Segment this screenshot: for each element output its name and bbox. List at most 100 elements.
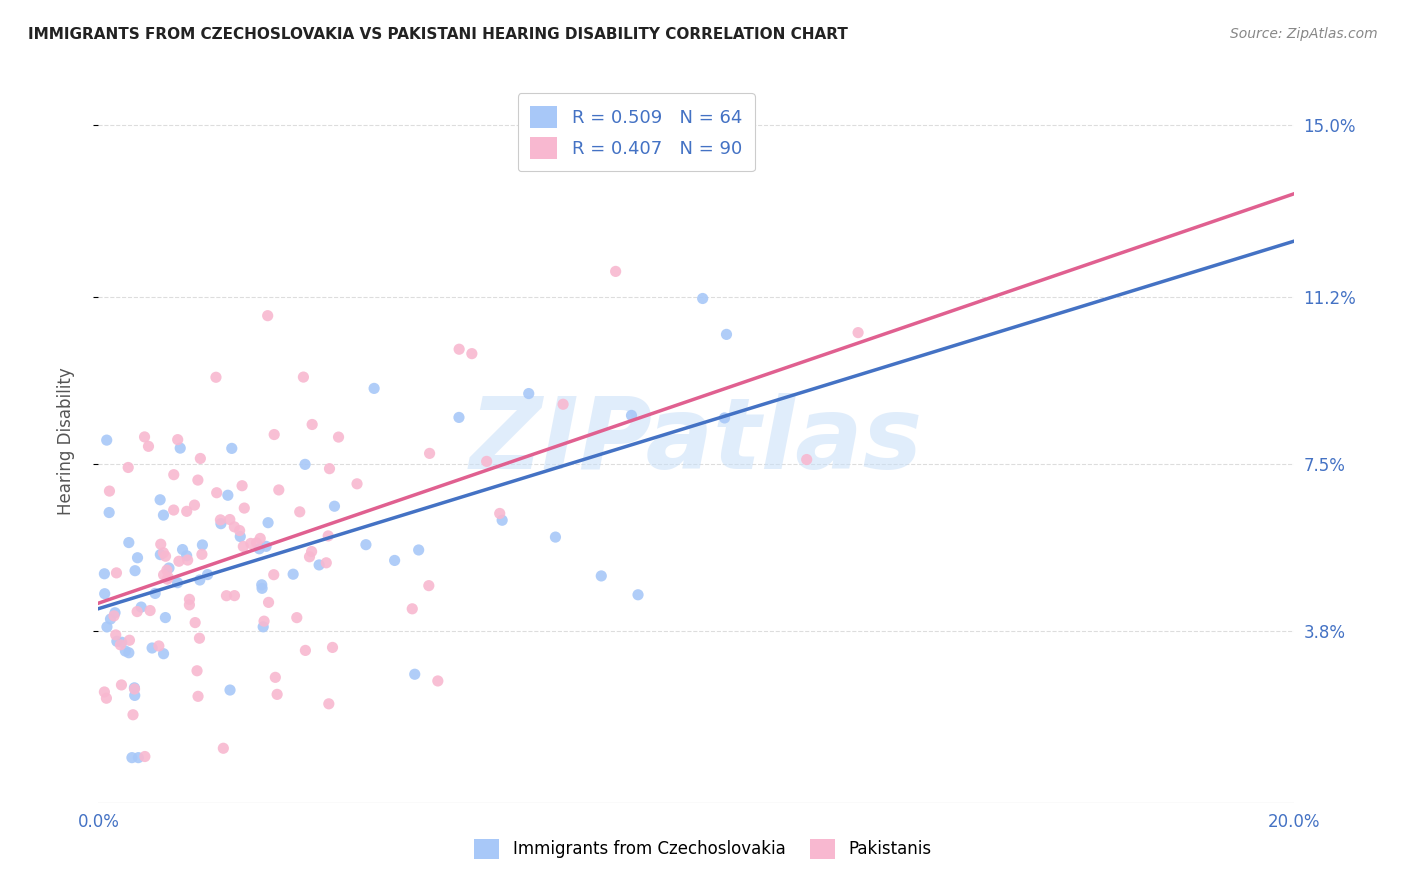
Point (156, 563, 179, 577)
Point (228, 524, 250, 538)
Point (209, 513, 232, 527)
Point (426, 673, 449, 688)
Point (250, 578, 273, 592)
Point (544, 530, 567, 544)
Point (264, 670, 287, 684)
Point (155, 610, 177, 624)
Point (191, 547, 214, 561)
Point (179, 592, 201, 607)
Point (475, 454, 498, 468)
Point (110, 678, 132, 692)
Point (233, 501, 256, 516)
Point (221, 442, 243, 456)
Point (301, 417, 323, 432)
Point (627, 588, 650, 602)
Point (163, 503, 186, 517)
Point (298, 549, 321, 564)
Point (294, 643, 316, 657)
Point (121, 750, 143, 764)
Point (292, 370, 315, 384)
Point (122, 707, 145, 722)
Point (105, 634, 128, 648)
Point (363, 381, 385, 395)
Point (149, 548, 172, 562)
Point (93, 587, 115, 601)
Point (301, 544, 323, 558)
Point (127, 550, 149, 565)
Point (315, 556, 337, 570)
Point (169, 441, 191, 455)
Point (285, 610, 308, 624)
Point (205, 485, 228, 500)
Point (229, 529, 252, 543)
Point (212, 741, 235, 756)
Point (323, 500, 346, 514)
Point (318, 461, 340, 475)
Point (152, 647, 174, 661)
Point (93, 685, 115, 699)
Point (152, 508, 174, 522)
Point (184, 615, 207, 630)
Point (152, 546, 174, 560)
Text: ZIPatlas: ZIPatlas (470, 393, 922, 490)
Point (179, 598, 201, 612)
Point (118, 535, 141, 549)
Point (156, 572, 179, 586)
Point (138, 439, 160, 453)
Point (176, 549, 198, 563)
Point (183, 498, 205, 512)
Point (254, 540, 277, 554)
Point (100, 612, 122, 626)
Point (166, 575, 188, 590)
Point (117, 460, 139, 475)
Point (104, 628, 127, 642)
Point (188, 632, 211, 646)
Point (186, 664, 208, 678)
Point (224, 589, 246, 603)
Point (148, 639, 170, 653)
Point (197, 567, 219, 582)
Point (846, 326, 869, 340)
Point (328, 430, 350, 444)
Point (188, 573, 211, 587)
Point (257, 595, 280, 609)
Point (247, 541, 270, 556)
Point (263, 567, 285, 582)
Point (288, 505, 311, 519)
Point (157, 561, 180, 575)
Point (316, 529, 339, 543)
Point (141, 640, 163, 655)
Point (239, 536, 262, 550)
Point (263, 427, 285, 442)
Point (134, 430, 156, 444)
Point (93, 566, 115, 581)
Point (447, 410, 470, 425)
Point (605, 264, 627, 278)
Point (139, 603, 162, 617)
Point (384, 553, 406, 567)
Point (249, 532, 271, 546)
Point (105, 566, 128, 580)
Point (232, 540, 254, 554)
Point (118, 633, 141, 648)
Point (716, 327, 738, 342)
Point (187, 690, 209, 704)
Point (449, 343, 471, 357)
Point (134, 749, 156, 764)
Point (252, 620, 274, 634)
Point (124, 564, 146, 578)
Point (98, 484, 121, 499)
Point (124, 689, 146, 703)
Point (149, 492, 172, 507)
Point (408, 543, 430, 558)
Point (488, 507, 510, 521)
Point (191, 538, 214, 552)
Point (418, 579, 440, 593)
Point (419, 446, 441, 460)
Point (143, 586, 166, 600)
Point (127, 750, 149, 764)
Point (294, 458, 316, 472)
Point (796, 452, 818, 467)
Point (250, 582, 273, 596)
Point (96, 433, 118, 447)
